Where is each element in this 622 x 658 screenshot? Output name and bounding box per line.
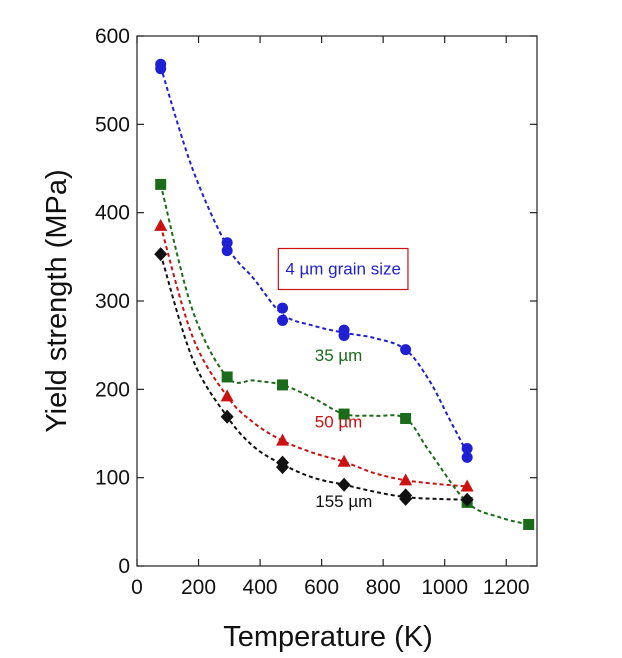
data-point xyxy=(277,379,289,391)
y-tick-label: 500 xyxy=(95,113,130,136)
y-tick-label: 400 xyxy=(95,202,130,225)
data-point xyxy=(221,237,233,249)
annotation-box xyxy=(277,247,409,291)
data-point xyxy=(221,245,233,257)
data-point xyxy=(276,433,290,446)
x-tick-label: 200 xyxy=(181,576,216,599)
x-tick-label: 0 xyxy=(131,576,143,599)
data-point xyxy=(277,314,289,326)
annotation-label: 50 µm xyxy=(315,412,363,431)
annotation-label: 155 µm xyxy=(315,492,372,511)
x-tick-label: 800 xyxy=(366,576,401,599)
x-tick-label: 1200 xyxy=(483,576,530,599)
y-tick-label: 0 xyxy=(118,555,130,578)
data-point xyxy=(155,63,167,75)
series-annotations: 4 µm grain size 35 µm 50 µm 155 µm xyxy=(277,247,409,511)
x-axis-ticks: 0 200 400 600 800 1000 1200 xyxy=(131,36,530,599)
data-point xyxy=(461,443,473,455)
data-point xyxy=(399,473,413,486)
x-tick-label: 600 xyxy=(304,576,339,599)
y-axis-ticks: 0 100 200 300 400 500 600 xyxy=(95,25,537,578)
data-point xyxy=(220,409,234,424)
data-point xyxy=(221,371,233,383)
x-axis-title: Temperature (K) xyxy=(223,621,433,653)
plot-frame xyxy=(136,35,538,567)
data-point xyxy=(337,454,351,467)
y-tick-label: 600 xyxy=(95,25,130,48)
data-point xyxy=(154,218,168,231)
x-tick-label: 400 xyxy=(243,576,278,599)
y-tick-label: 200 xyxy=(95,378,130,401)
data-point xyxy=(155,178,167,190)
x-tick-label: 1000 xyxy=(421,576,468,599)
series-curve-0 xyxy=(159,66,469,454)
data-point xyxy=(337,477,351,492)
data-point xyxy=(460,492,474,507)
data-point xyxy=(276,460,290,475)
data-point xyxy=(460,479,474,492)
y-axis-title: Yield strength (MPa) xyxy=(41,169,73,432)
data-point xyxy=(338,408,350,420)
data-point xyxy=(461,451,473,463)
data-point xyxy=(277,302,289,314)
data-point xyxy=(400,344,412,356)
y-tick-label: 100 xyxy=(95,467,130,490)
data-point xyxy=(400,412,412,424)
data-point xyxy=(220,389,234,402)
y-tick-label: 300 xyxy=(95,290,130,313)
data-point xyxy=(154,247,168,262)
data-point xyxy=(523,518,535,530)
series-curve-3 xyxy=(159,253,468,501)
series-curves xyxy=(159,66,529,526)
series-curve-2 xyxy=(159,225,468,488)
annotation-label: 35 µm xyxy=(315,346,363,365)
data-point xyxy=(338,329,350,341)
series-markers xyxy=(154,58,535,530)
data-point xyxy=(399,491,413,506)
annotation-label: 4 µm grain size xyxy=(285,260,401,279)
